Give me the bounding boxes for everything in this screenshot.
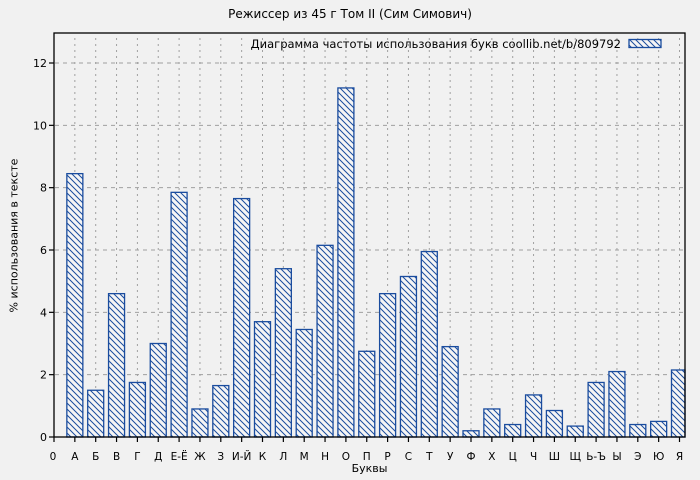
x-tick-Д: Д [154, 451, 162, 463]
legend-label: Диаграмма частоты использования букв coo… [250, 36, 621, 51]
x-tick-Р: Р [384, 451, 390, 463]
y-axis-label: % использования в тексте [7, 158, 21, 313]
x-tick-Ш: Ш [549, 451, 560, 463]
x-tick-Ю: Ю [653, 451, 664, 463]
x-tick-Ф: Ф [466, 451, 475, 463]
x-tick-Б: Б [92, 451, 99, 463]
x-tick-Ь-Ъ: Ь-Ъ [586, 451, 606, 463]
bar-П [358, 350, 376, 438]
bar-Ф [462, 430, 480, 438]
y-tick-6: 6 [40, 244, 47, 257]
bar-У [441, 345, 459, 438]
x-tick-Я: Я [676, 451, 683, 463]
bar-О [337, 87, 355, 438]
bar-Б [87, 389, 105, 438]
bar-Е-Ё [170, 191, 188, 438]
x-tick-Ц: Ц [509, 451, 517, 463]
bar-И-Й [232, 197, 251, 438]
y-tick-4: 4 [40, 306, 47, 319]
x-tick-П: П [363, 451, 371, 463]
bar-К [253, 321, 272, 438]
bar-Л [274, 268, 293, 438]
x-tick-Щ: Щ [570, 451, 582, 463]
bar-Ш [545, 409, 564, 438]
bar-Ю [650, 420, 668, 438]
x-tick-С: С [405, 451, 412, 463]
y-tick-10: 10 [33, 119, 47, 132]
x-tick-Ы: Ы [612, 451, 621, 463]
x-tick-origin: 0 [50, 451, 57, 463]
bar-Я [670, 369, 686, 438]
x-tick-Л: Л [279, 451, 287, 463]
bar-С [399, 275, 418, 438]
bar-Ь-Ъ [587, 381, 605, 438]
x-tick-Э: Э [634, 451, 641, 463]
x-tick-И-Й: И-Й [232, 450, 252, 463]
bar-Т [420, 250, 438, 438]
x-tick-М: М [300, 451, 309, 463]
bar-Щ [566, 425, 584, 438]
y-tick-0: 0 [40, 431, 47, 444]
bars [66, 87, 686, 438]
x-tick-Е-Ё: Е-Ё [171, 450, 188, 463]
bar-Г [128, 381, 147, 438]
bar-Э [629, 423, 647, 438]
bar-Д [149, 342, 167, 438]
x-tick-labels: 0 А Б В Г Д Е-Ё Ж З И-Й К Л М Н О П Р С Т У Ф Х Ц Ч Ш Щ Ь-Ъ Ы Э Ю Я [50, 450, 683, 463]
bar-Р [378, 292, 397, 438]
plot-frame [53, 32, 686, 438]
axis-ticks [49, 62, 681, 442]
y-tick-8: 8 [40, 182, 47, 195]
x-tick-В: В [113, 451, 120, 463]
legend: Диаграмма частоты использования букв coo… [54, 36, 662, 51]
x-axis-label: Буквы [351, 462, 388, 475]
x-tick-Г: Г [134, 451, 140, 463]
x-tick-З: З [217, 451, 224, 463]
chart-title: Режиссер из 45 г Том II (Сим Симович) [228, 7, 472, 21]
x-tick-А: А [71, 451, 79, 463]
x-tick-О: О [342, 451, 350, 463]
x-tick-Ч: Ч [530, 451, 537, 463]
bar-М [295, 328, 313, 438]
bar-Ы [608, 370, 626, 438]
bar-З [212, 384, 230, 438]
legend-swatch-rect [628, 38, 662, 49]
bar-Х [483, 408, 501, 438]
x-tick-Х: Х [488, 451, 495, 463]
x-tick-Ж: Ж [194, 451, 206, 463]
bar-В [107, 292, 126, 438]
y-tick-2: 2 [40, 369, 47, 382]
bar-А [66, 172, 84, 438]
bar-Ц [504, 423, 522, 438]
y-tick-labels: 0 2 4 6 8 10 12 [33, 57, 47, 444]
bar-Ж [191, 408, 209, 438]
x-tick-Н: Н [321, 451, 329, 463]
y-tick-12: 12 [33, 57, 47, 70]
x-tick-Т: Т [425, 451, 433, 463]
bar-Н [316, 244, 334, 438]
x-tick-К: К [259, 451, 267, 463]
legend-swatch-icon [628, 38, 662, 49]
horizontal-gridlines [55, 62, 684, 376]
x-tick-У: У [447, 451, 454, 463]
bar-Ч [524, 394, 543, 438]
